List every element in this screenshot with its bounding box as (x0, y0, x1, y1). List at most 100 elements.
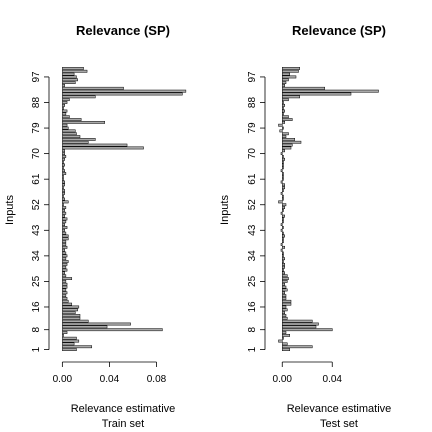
bar-input-26 (282, 277, 289, 280)
bar-input-25 (282, 280, 288, 283)
y-tick-label: 16 (247, 301, 258, 313)
bar-input-98 (282, 72, 290, 76)
bar-input-83 (282, 115, 289, 119)
bar-input-68 (282, 157, 285, 161)
bar-input-12 (62, 316, 81, 320)
bar-input-45 (62, 223, 65, 227)
bar-input-90 (282, 95, 300, 99)
bar-input-1 (62, 348, 77, 351)
bar-input-23 (282, 285, 287, 289)
bar-input-96 (62, 78, 78, 82)
bar-input-35 (282, 251, 284, 255)
bar-input-45 (280, 223, 283, 227)
bar-input-92 (282, 89, 379, 93)
test-xlabel2: Test set (320, 418, 358, 430)
bar-input-37 (282, 245, 285, 249)
bar-input-58 (282, 186, 285, 190)
y-tick-label: 34 (31, 250, 42, 262)
y-tick-label: 43 (31, 224, 42, 236)
y-tick-label: 88 (247, 97, 258, 109)
y-tick-label: 52 (31, 199, 42, 211)
bar-input-88 (62, 101, 68, 104)
bar-input-8 (62, 328, 163, 332)
bar-input-10 (282, 322, 319, 326)
y-tick-label: 1 (31, 346, 42, 352)
bar-input-61 (62, 177, 64, 181)
bar-input-82 (62, 118, 82, 121)
bar-input-54 (62, 197, 65, 201)
bar-input-42 (282, 231, 284, 235)
bar-input-51 (62, 206, 67, 209)
bar-input-31 (282, 262, 285, 266)
bar-input-59 (62, 183, 65, 187)
y-tick-label: 8 (247, 326, 258, 332)
bar-input-13 (282, 314, 287, 317)
bar-input-48 (62, 214, 65, 218)
train-panel: Relevance (SP) Inputs Relevance estimati… (4, 23, 187, 430)
test-bars (278, 67, 379, 351)
bar-input-35 (62, 251, 67, 255)
bar-input-76 (282, 135, 287, 138)
bar-input-65 (62, 166, 64, 170)
bar-input-55 (62, 194, 64, 198)
bar-input-75 (282, 138, 295, 141)
bar-input-91 (282, 92, 352, 96)
bar-input-66 (62, 163, 65, 167)
bar-input-80 (278, 123, 283, 127)
bar-input-68 (62, 157, 65, 161)
bar-input-46 (282, 220, 284, 224)
bar-input-27 (62, 274, 67, 278)
y-tick-label: 8 (31, 326, 42, 332)
bar-input-97 (62, 75, 77, 79)
bar-input-9 (62, 325, 108, 329)
bar-input-15 (282, 308, 288, 312)
bar-input-23 (62, 285, 68, 289)
bar-input-99 (282, 69, 299, 73)
bar-input-27 (282, 274, 288, 278)
bar-input-62 (282, 174, 284, 178)
bar-input-36 (62, 248, 65, 252)
y-tick-label: 1 (247, 346, 258, 352)
bar-input-43 (62, 228, 65, 232)
bar-input-89 (282, 98, 289, 102)
bar-input-40 (62, 237, 69, 241)
bar-input-56 (280, 191, 283, 195)
bar-input-10 (62, 322, 131, 326)
bar-input-4 (62, 339, 80, 343)
bar-input-75 (62, 138, 96, 141)
bar-input-20 (282, 294, 287, 298)
bar-input-5 (282, 336, 284, 340)
train-axes: 0.00 0.04 0.08 1 8 16 25 34 43 52 61 70 79 88 97 (31, 71, 167, 385)
y-tick-label: 16 (31, 301, 42, 313)
bar-input-79 (282, 126, 284, 130)
bar-input-28 (282, 271, 285, 275)
bar-input-30 (62, 265, 67, 269)
bar-input-11 (282, 319, 313, 323)
bar-input-78 (62, 129, 76, 133)
bar-input-77 (282, 132, 289, 136)
bar-input-34 (62, 254, 68, 258)
bar-input-67 (62, 160, 64, 164)
bar-input-29 (282, 268, 284, 272)
bar-input-47 (62, 217, 68, 221)
bar-input-93 (282, 86, 325, 90)
bar-input-87 (62, 103, 65, 107)
bar-input-7 (282, 331, 287, 334)
bar-input-44 (282, 226, 284, 229)
bar-input-43 (280, 228, 283, 232)
bar-input-47 (282, 217, 284, 221)
bar-input-16 (282, 305, 287, 309)
bar-input-21 (62, 291, 68, 295)
bar-input-49 (62, 211, 67, 215)
bar-input-72 (62, 146, 144, 150)
bar-input-87 (282, 103, 285, 107)
bar-input-80 (62, 123, 68, 127)
bar-input-82 (282, 118, 293, 121)
bar-input-44 (62, 226, 68, 229)
bar-input-19 (282, 297, 287, 300)
x-tick-label: 0.04 (323, 374, 343, 385)
bar-input-88 (282, 101, 284, 104)
bar-input-85 (282, 109, 285, 113)
train-xlabel: Relevance estimative (71, 403, 176, 415)
bar-input-95 (282, 81, 287, 85)
